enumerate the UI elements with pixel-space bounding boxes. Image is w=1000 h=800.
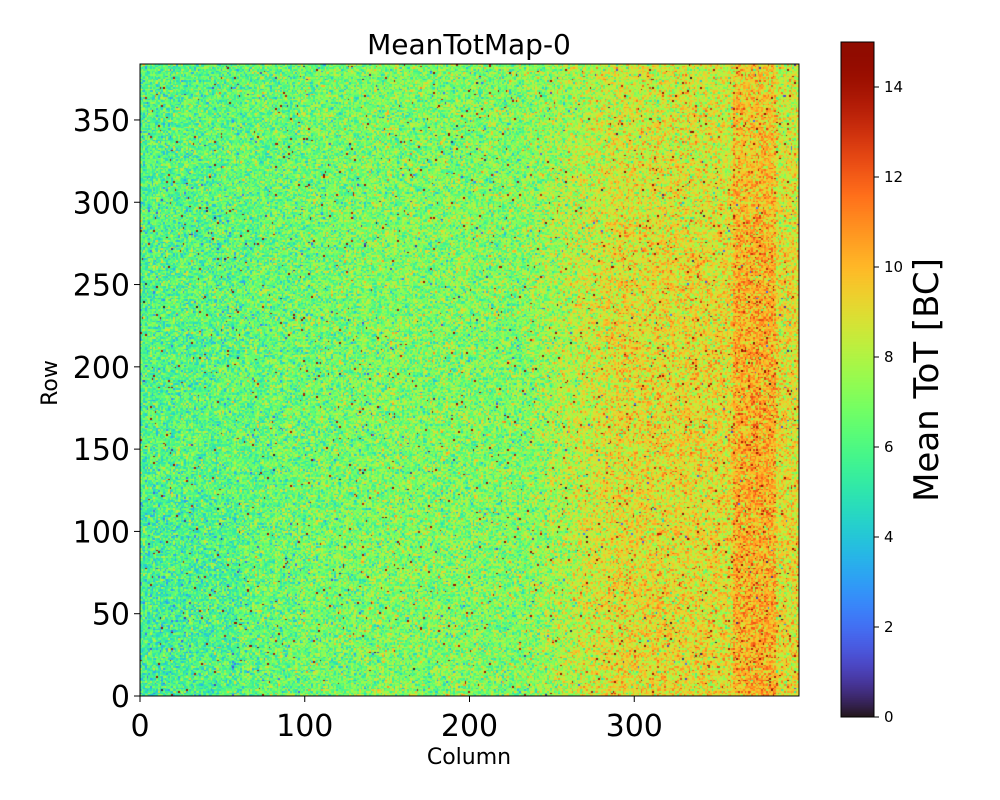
y-tick-label: 150 (73, 433, 130, 468)
x-tick-label: 100 (276, 709, 333, 744)
colorbar-tick-label: 4 (884, 528, 894, 546)
chart-title: MeanTotMap-0 (367, 28, 571, 61)
colorbar-tick-label: 14 (884, 78, 903, 96)
x-tick-label: 200 (441, 709, 498, 744)
x-tick-label: 300 (606, 709, 663, 744)
y-tick-label: 0 (111, 680, 130, 715)
y-tick-label: 50 (92, 598, 130, 633)
colorbar-label: Mean ToT [BC] (907, 258, 947, 502)
y-tick-label: 100 (73, 515, 130, 550)
colorbar-tick-label: 12 (884, 168, 903, 186)
colorbar-gradient (841, 42, 874, 717)
x-tick-label: 0 (130, 709, 149, 744)
heatmap-image (140, 64, 799, 696)
colorbar-tick-label: 10 (884, 258, 903, 276)
colorbar-tick-label: 2 (884, 618, 894, 636)
colorbar-frame (840, 41, 875, 718)
y-tick-label: 200 (73, 351, 130, 386)
y-tick-label: 250 (73, 269, 130, 304)
colorbar-tick-label: 6 (884, 438, 894, 456)
x-axis-ticks: 0 100 200 300 (130, 696, 663, 744)
y-axis-label: Row (38, 360, 63, 406)
colorbar-ticks: 0 2 4 6 8 10 12 14 (874, 78, 903, 726)
y-tick-label: 300 (73, 186, 130, 221)
x-axis-label: Column (427, 745, 511, 770)
colorbar-tick-label: 8 (884, 348, 894, 366)
colorbar-tick-label: 0 (884, 708, 894, 726)
y-tick-label: 350 (73, 104, 130, 139)
plot-frame (139, 63, 800, 697)
y-axis-ticks: 0 50 100 150 200 250 300 350 (73, 104, 140, 715)
